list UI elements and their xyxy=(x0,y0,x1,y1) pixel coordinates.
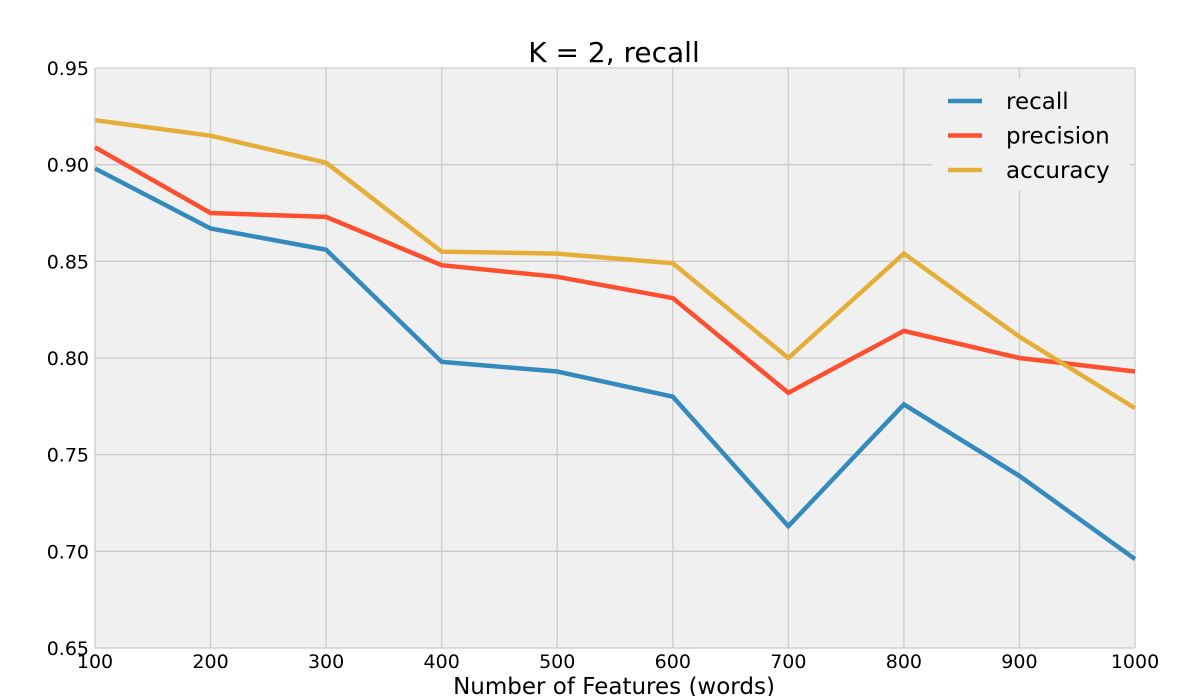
x-axis-label: Number of Features (words) xyxy=(453,674,775,696)
x-tick-label: 100 xyxy=(77,651,113,673)
y-tick-labels: 0.65 0.70 0.75 0.80 0.85 0.90 0.95 xyxy=(47,58,89,660)
x-tick-label: 500 xyxy=(539,651,575,673)
chart-title: K = 2, recall xyxy=(528,36,699,69)
x-tick-label: 1000 xyxy=(1111,651,1159,673)
x-tick-label: 900 xyxy=(1001,651,1037,673)
x-tick-label: 800 xyxy=(886,651,922,673)
x-tick-label: 600 xyxy=(655,651,691,673)
x-tick-label: 300 xyxy=(308,651,344,673)
legend-label-accuracy: accuracy xyxy=(1006,158,1110,184)
series-line-recall xyxy=(93,166,1137,561)
y-tick-label: 0.65 xyxy=(47,638,89,660)
series-lines xyxy=(93,117,1137,561)
legend-label-precision: precision xyxy=(1006,124,1110,150)
series-line-accuracy xyxy=(94,117,1137,411)
y-tick-label: 0.95 xyxy=(47,58,89,80)
y-tick-label: 0.80 xyxy=(47,348,89,370)
y-tick-label: 0.90 xyxy=(47,155,89,177)
x-tick-label: 200 xyxy=(192,651,228,673)
y-tick-label: 0.75 xyxy=(47,445,89,467)
y-tick-label: 0.70 xyxy=(47,541,89,563)
x-tick-label: 700 xyxy=(770,651,806,673)
x-tick-label: 400 xyxy=(424,651,460,673)
legend-label-recall: recall xyxy=(1006,89,1069,115)
series-line-precision xyxy=(93,145,1136,396)
x-tick-labels: 100 200 300 400 500 600 700 800 900 1000 xyxy=(77,651,1159,673)
y-tick-label: 0.85 xyxy=(47,251,89,273)
legend: recall precision accuracy xyxy=(932,78,1130,190)
